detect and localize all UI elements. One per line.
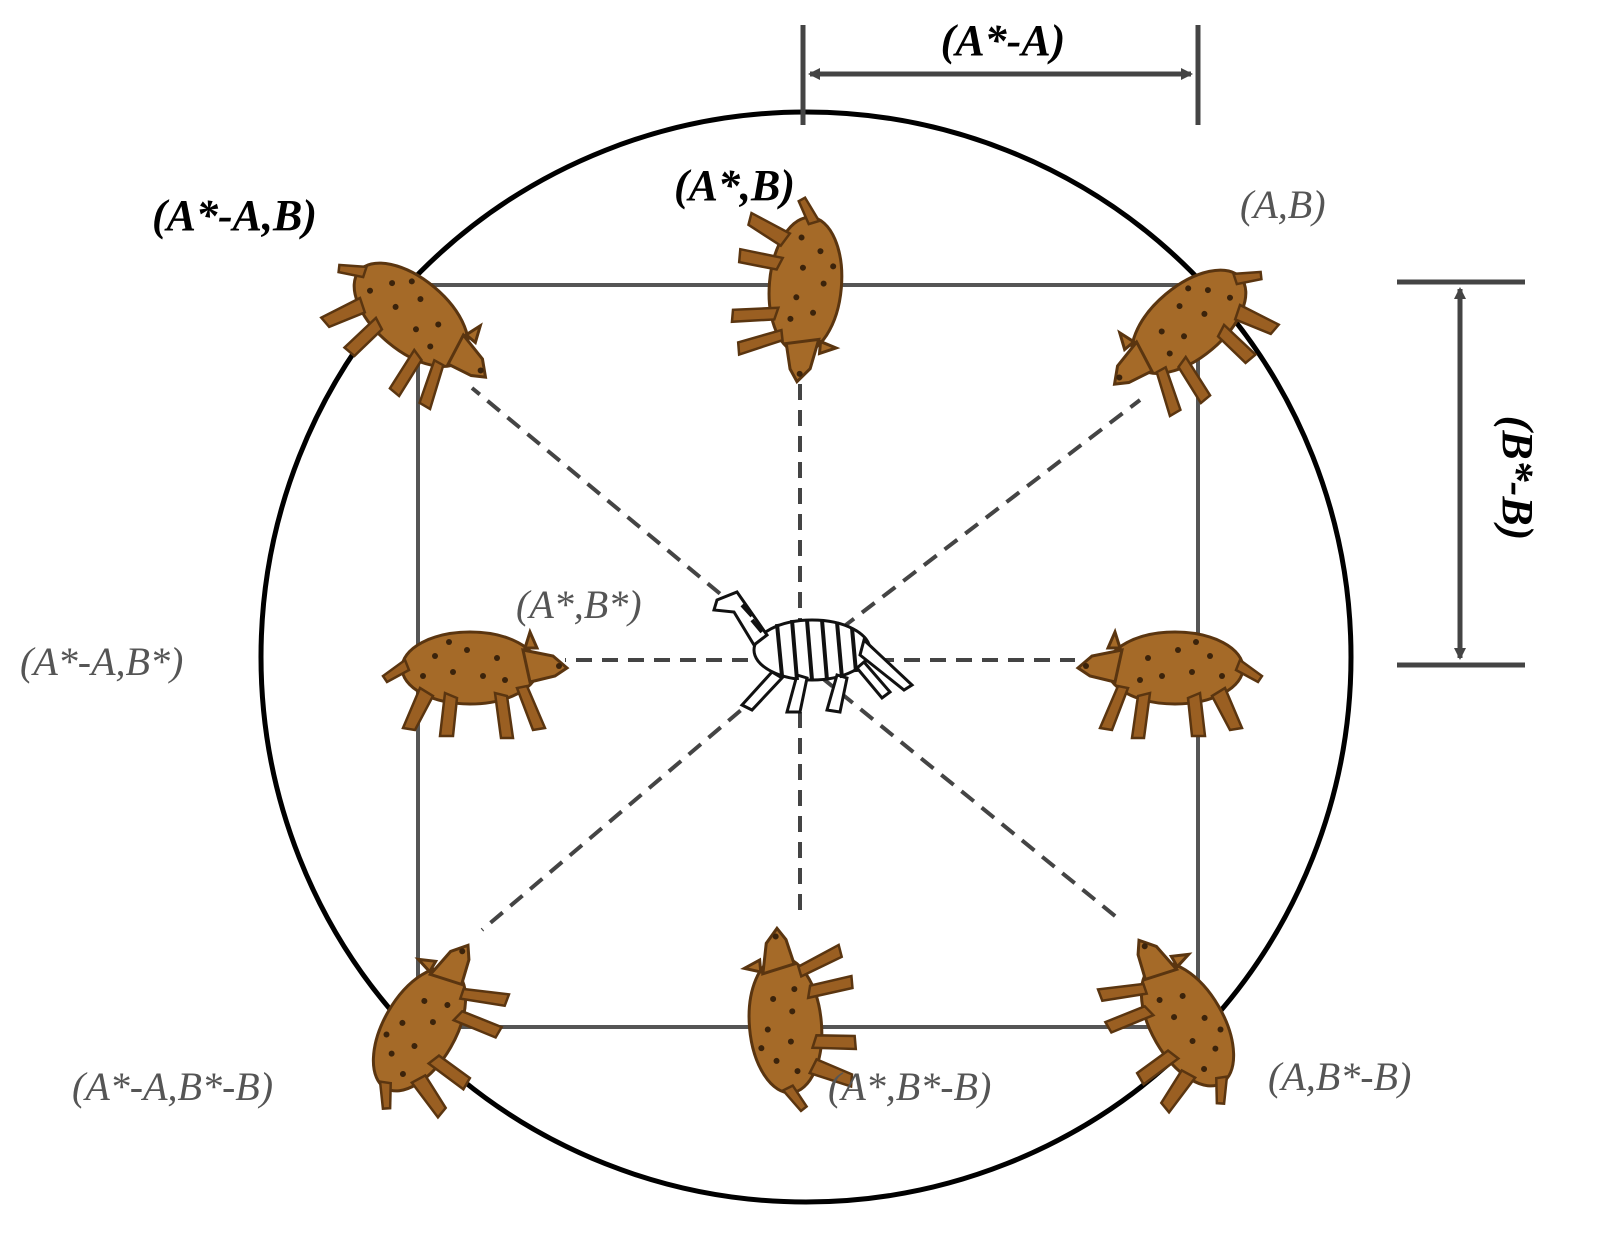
label-bottom-left: (A*-A,B*-B) xyxy=(72,1064,273,1109)
hyena-icon xyxy=(1089,236,1302,440)
label-prey: (A*,B*) xyxy=(516,582,642,627)
hyena-icon xyxy=(725,190,851,387)
label-bottom-right: (A,B*-B) xyxy=(1268,1054,1411,1099)
horizontal-dimension-label: (A*-A) xyxy=(941,16,1066,65)
hyena-icon xyxy=(1076,630,1264,740)
label-bottom-center: (A*,B*-B) xyxy=(828,1064,991,1109)
vertical-dimension xyxy=(1397,279,1525,668)
label-top-left: (A*-A,B) xyxy=(152,191,317,240)
encircling-circle xyxy=(258,109,1354,1205)
label-middle-left: (A*-A,B*) xyxy=(20,639,183,684)
label-top-right: (A,B) xyxy=(1240,182,1326,227)
distance-lines xyxy=(470,378,1142,932)
zebra-icon xyxy=(712,590,914,714)
line-top-right xyxy=(798,398,1142,662)
hyena-icon xyxy=(381,630,569,740)
line-bottom-left xyxy=(480,658,802,932)
vertical-dimension-label: (B*-B) xyxy=(1493,416,1542,541)
label-top-center: (A*,B) xyxy=(674,161,795,210)
line-bottom-right xyxy=(798,658,1122,922)
hyena-icon xyxy=(298,229,511,433)
horizontal-dimension xyxy=(800,25,1201,125)
line-top-left xyxy=(470,386,802,662)
